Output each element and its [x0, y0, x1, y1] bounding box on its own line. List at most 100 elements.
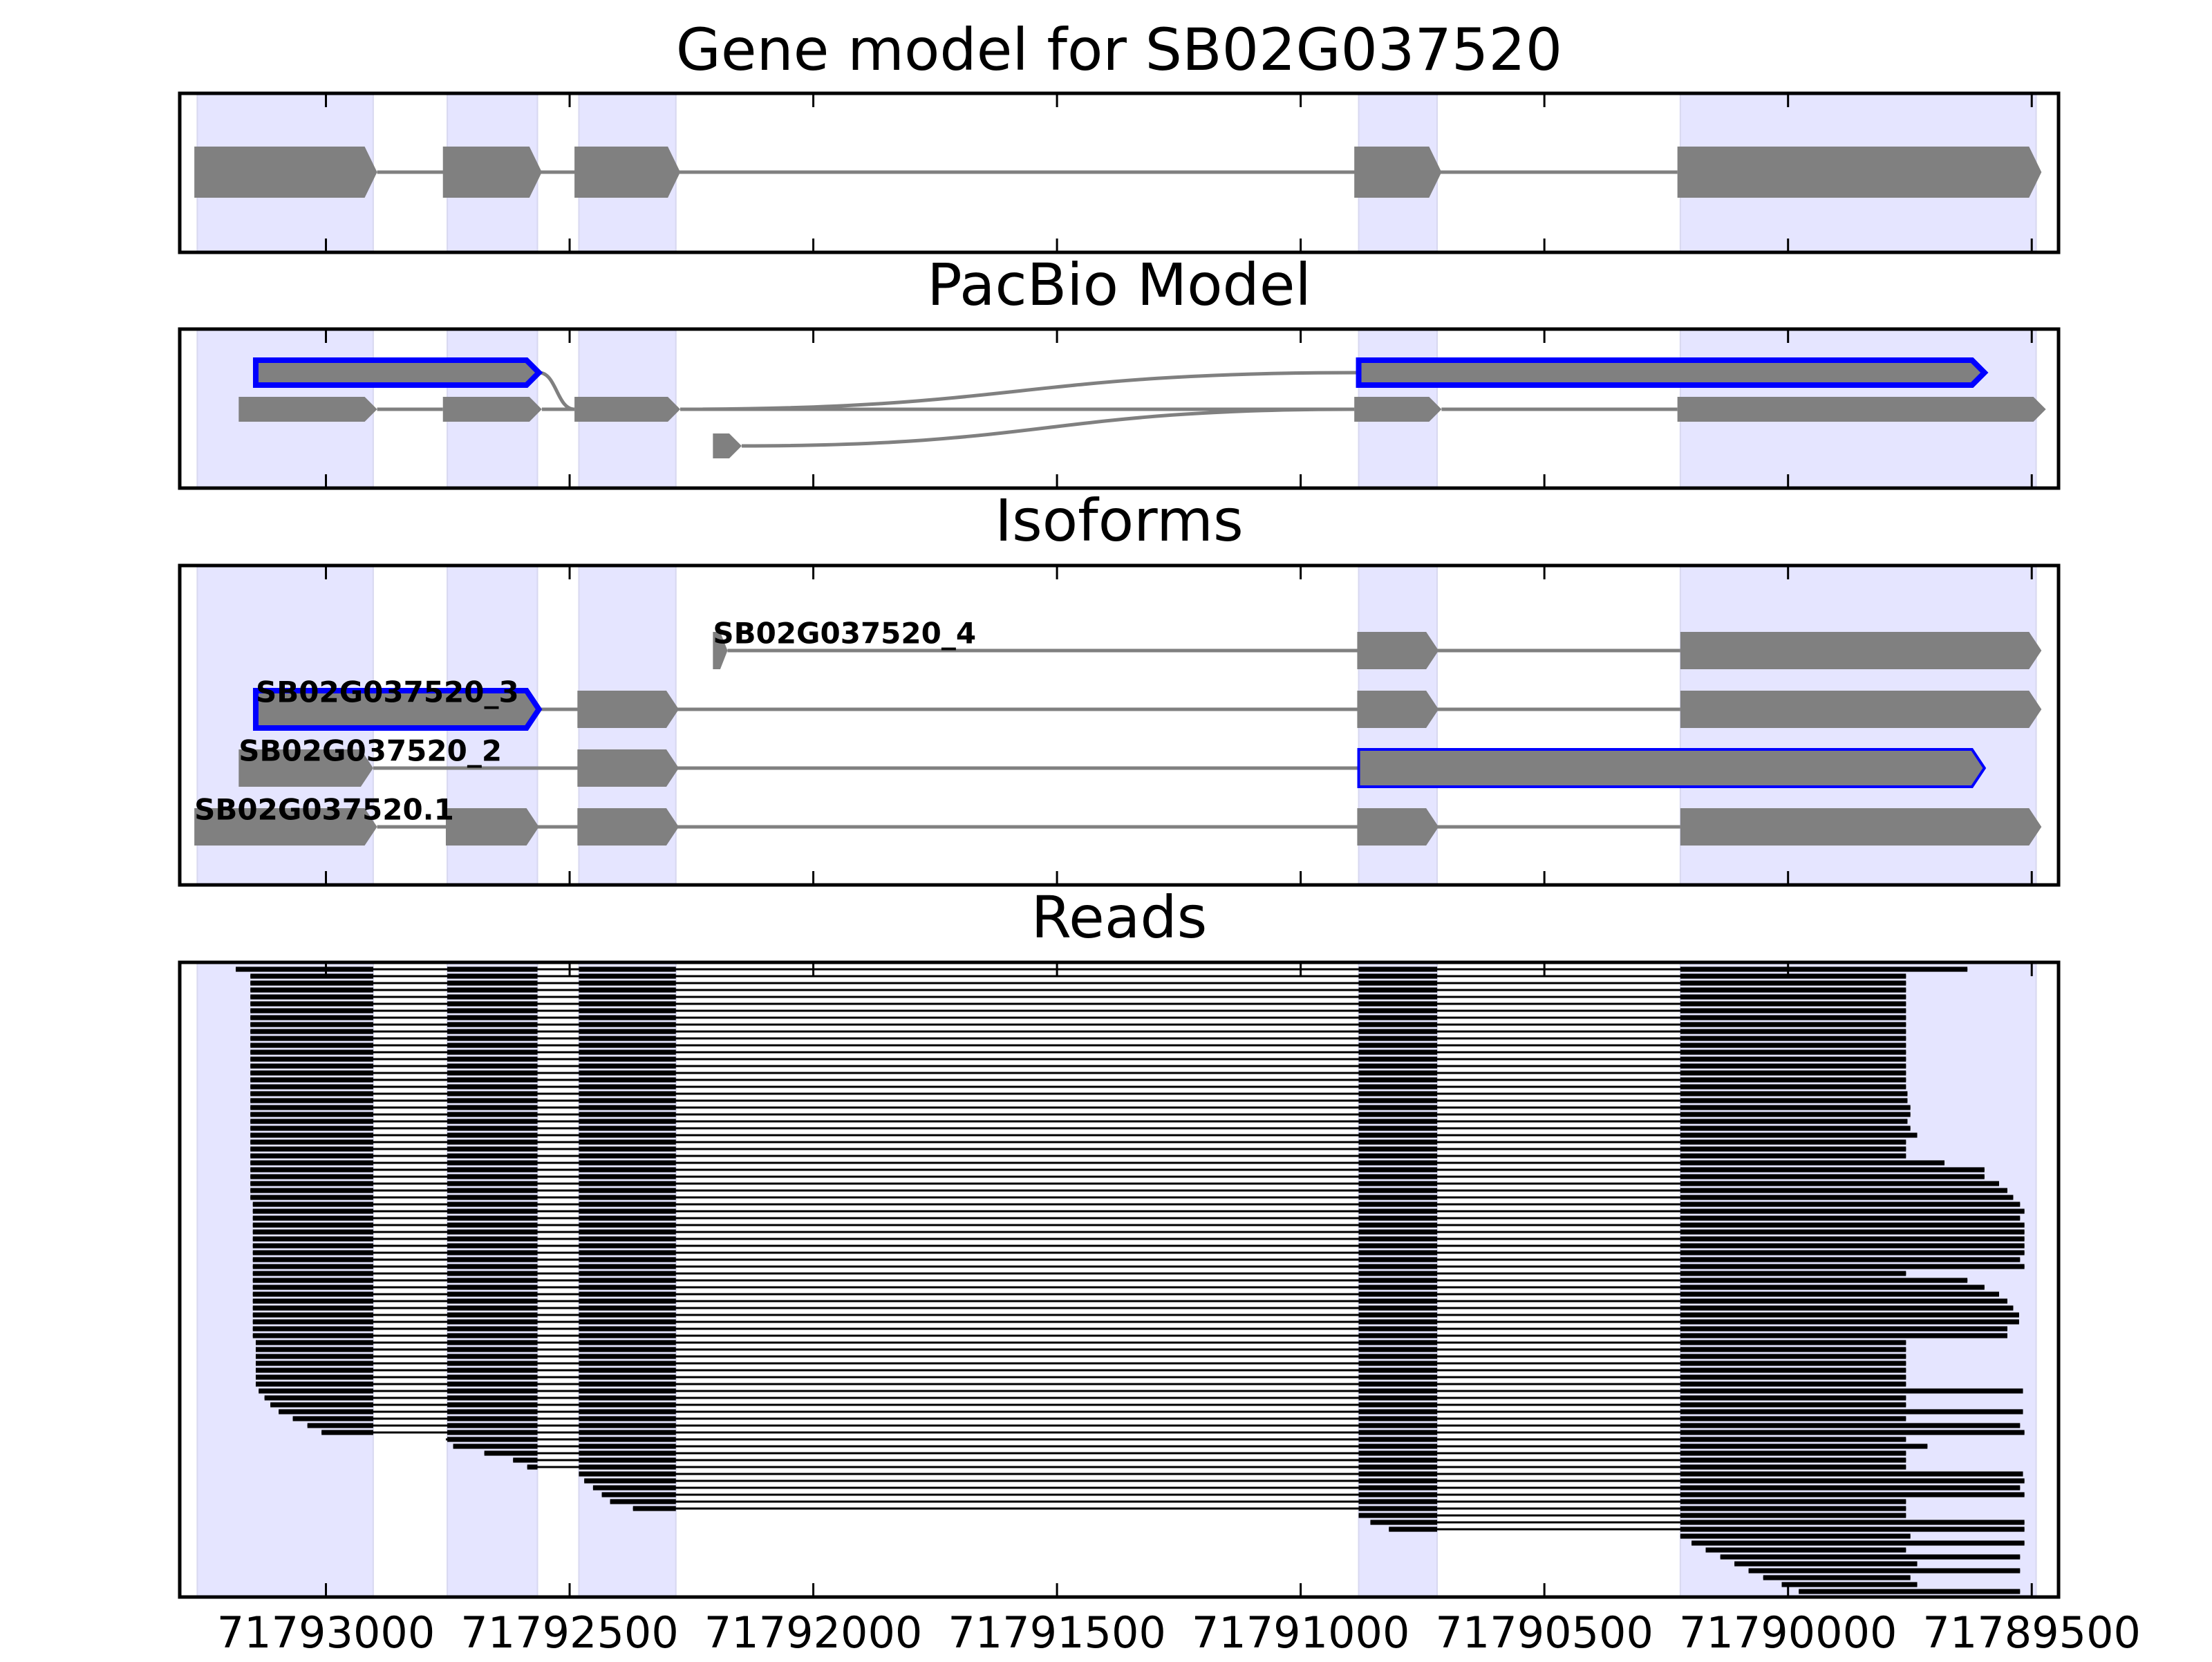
read-block [1680, 1160, 1945, 1166]
read [279, 1409, 2023, 1414]
read-block [1680, 980, 1906, 986]
read-block [447, 967, 538, 972]
read-block [250, 1181, 373, 1186]
read-block [1680, 1374, 1906, 1380]
read-block [1680, 1319, 2019, 1325]
read [1358, 1513, 1906, 1518]
read-block [579, 1208, 676, 1214]
read-block [1680, 1250, 2025, 1255]
read-block [1358, 1492, 1438, 1497]
read-block [1680, 1222, 2025, 1228]
isoform-exon [577, 749, 679, 787]
read-block [447, 1098, 538, 1103]
read-block [1358, 1049, 1438, 1055]
read-block [579, 1236, 676, 1242]
read-block [447, 1208, 538, 1214]
read-block [1358, 1402, 1438, 1408]
read-block [579, 1430, 676, 1435]
read-block [1680, 1098, 1908, 1103]
read-block [1680, 1077, 1906, 1083]
read-block [579, 1264, 676, 1269]
read-block [1680, 1132, 1918, 1138]
read [250, 1119, 1908, 1124]
read-block [250, 1056, 373, 1062]
read-block [579, 1285, 676, 1290]
pacbio-exon [1354, 397, 1442, 422]
read-block [1680, 994, 1906, 1000]
read-block [579, 1119, 676, 1124]
read-block [255, 1374, 373, 1380]
read-block [1358, 1195, 1438, 1200]
read [250, 1036, 1906, 1041]
read [250, 973, 1906, 979]
read-block [447, 1222, 538, 1228]
read-block [447, 1236, 538, 1242]
read-block [579, 1340, 676, 1345]
read-block [579, 1015, 676, 1020]
read [252, 1285, 1985, 1290]
read-block [579, 1132, 676, 1138]
read-block [1358, 1215, 1438, 1221]
read-block [1680, 1043, 1906, 1048]
read-block [1358, 1139, 1438, 1145]
read-block [1680, 1423, 2021, 1428]
read-block [1680, 1008, 1906, 1014]
read-block [252, 1202, 373, 1207]
read-block [1358, 1174, 1438, 1179]
read-block [1734, 1561, 1918, 1567]
read-block [1680, 987, 1906, 993]
read-block [250, 1167, 373, 1173]
read-block [252, 1208, 373, 1214]
read-block [1705, 1547, 1906, 1553]
read-block [1680, 1395, 1906, 1401]
isoform-exon [1357, 632, 1439, 669]
read-block [447, 1347, 538, 1352]
x-tick-label: 71790000 [1679, 1607, 1897, 1658]
read-block [1680, 1457, 1906, 1463]
read-block [250, 1105, 373, 1110]
panel-title: Reads [1031, 884, 1208, 951]
read-block [259, 1388, 373, 1394]
read-block [1358, 1388, 1438, 1394]
read-block [1763, 1575, 1911, 1580]
read-block [1358, 1374, 1438, 1380]
read [321, 1430, 2025, 1435]
read [250, 1049, 1906, 1055]
read-block [1358, 1084, 1438, 1090]
read-block [1680, 1091, 1908, 1096]
read-block [579, 1464, 676, 1470]
read-block [1358, 1506, 1438, 1511]
read [1799, 1589, 2021, 1594]
read-block [252, 1285, 373, 1290]
read [250, 1029, 1906, 1034]
read-block [1358, 1478, 1438, 1484]
read-block [1680, 1437, 1906, 1442]
read [513, 1457, 1906, 1463]
read-block [250, 1001, 373, 1007]
read-block [1358, 1056, 1438, 1062]
read-block [1680, 1361, 1906, 1366]
read-block [579, 1409, 676, 1414]
read-block [447, 1388, 538, 1394]
read-block [447, 1202, 538, 1207]
read-block [1358, 1126, 1438, 1131]
read-block [1680, 1485, 2021, 1491]
read-block [579, 1043, 676, 1048]
read-block [1358, 1381, 1438, 1387]
read [252, 1333, 2007, 1338]
read-block [447, 1139, 538, 1145]
read-block [579, 1388, 676, 1394]
read-block [1680, 1167, 1985, 1173]
read-block [579, 1126, 676, 1131]
read-block [1680, 1188, 2007, 1193]
read-block [1680, 1450, 1906, 1456]
read [250, 1195, 2014, 1200]
read [453, 1444, 1928, 1449]
read [1748, 1568, 2021, 1574]
read-block [1680, 1533, 1911, 1539]
read-block [250, 1195, 373, 1200]
read [1763, 1575, 1911, 1580]
read-block [1680, 1381, 1906, 1387]
read-block [250, 1049, 373, 1055]
read-block [447, 1153, 538, 1159]
